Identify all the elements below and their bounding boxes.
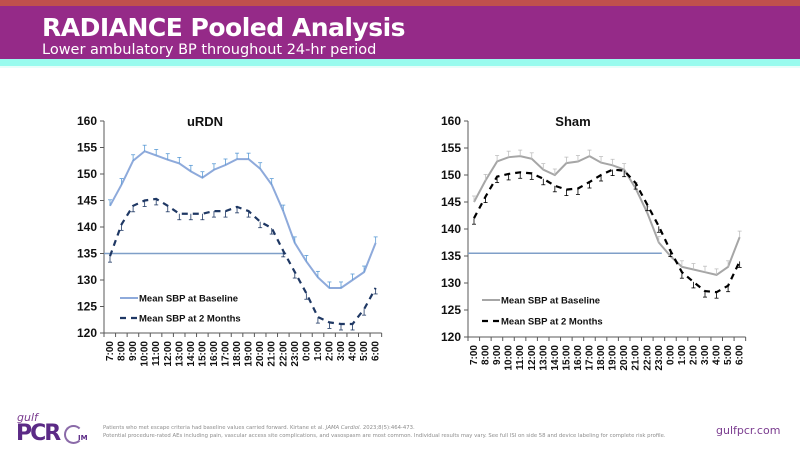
gulfpcr-logo: gulf PCR IM	[16, 411, 96, 447]
sham-x-tick-label: 19:00	[608, 345, 619, 371]
urdn-x-tick-label: 16:00	[209, 341, 220, 367]
logo-gulf-text: gulf	[17, 411, 38, 424]
urdn-x-tick-label: 17:00	[221, 341, 232, 367]
urdn-x-tick-label: 11:00	[151, 341, 162, 366]
footnote-line-1: Patients who met escape criteria had bas…	[103, 425, 415, 431]
logo-circle-icon	[64, 425, 83, 444]
sham-x-tick-label: 10:00	[504, 345, 515, 371]
slide-header: RADIANCE Pooled Analysis Lower ambulator…	[0, 6, 800, 59]
page-title: RADIANCE Pooled Analysis	[42, 13, 406, 42]
sham-x-tick-label: 0:00	[665, 345, 676, 365]
sham-y-tick-label: 155	[441, 141, 461, 155]
sham-x-tick-label: 8:00	[481, 345, 492, 365]
sham-baseline-line	[473, 154, 741, 276]
sham-x-tick-label: 14:00	[550, 345, 561, 371]
sham-x-tick-label: 4:00	[712, 345, 723, 365]
urdn-x-tick-label: 4:00	[348, 341, 359, 361]
urdn-x-tick-label: 0:00	[301, 341, 312, 361]
urdn-x-tick-label: 20:00	[255, 341, 266, 367]
logo-pcr-text: PCR	[16, 421, 61, 446]
urdn-x-tick-label: 12:00	[163, 341, 174, 367]
footnote-line-2: Potential procedure-rated AEs including …	[103, 433, 666, 439]
sham-y-tick-label: 140	[441, 222, 461, 236]
urdn-y-tick-label: 160	[77, 114, 97, 128]
sham-y-tick-label: 145	[441, 195, 461, 209]
sham-x-tick-label: 21:00	[631, 345, 642, 371]
sham-x-tick-label: 9:00	[492, 345, 503, 365]
urdn-y-tick-label: 120	[77, 326, 97, 340]
urdn-x-tick-label: 18:00	[232, 341, 243, 367]
sham-legend-two-months-label: Mean SBP at 2 Months	[501, 317, 603, 328]
footnote: Patients who met escape criteria had bas…	[103, 424, 666, 440]
urdn-y-tick-label: 130	[77, 273, 97, 287]
urdn-x-tick-label: 19:00	[244, 341, 255, 367]
urdn-x-tick-label: 10:00	[140, 341, 151, 367]
urdn-x-tick-label: 13:00	[174, 341, 185, 367]
header-strip-fade	[0, 66, 800, 68]
sham-x-tick-label: 22:00	[642, 345, 653, 371]
urdn-y-tick-label: 135	[77, 247, 97, 261]
sham-y-tick-label: 135	[441, 249, 461, 263]
top-accent-strip	[0, 0, 800, 6]
sham-x-tick-label: 15:00	[561, 345, 572, 371]
urdn-x-tick-label: 15:00	[197, 341, 208, 367]
sham-x-tick-label: 16:00	[573, 345, 584, 371]
urdn-x-tick-label: 7:00	[105, 341, 116, 361]
urdn-x-tick-label: 5:00	[359, 341, 370, 361]
sham-x-tick-label: 23:00	[654, 345, 665, 371]
urdn-x-tick-label: 23:00	[290, 341, 301, 367]
header-bottom-strip	[0, 59, 800, 66]
urdn-x-tick-label: 3:00	[336, 341, 347, 361]
sham-x-tick-label: 11:00	[515, 345, 526, 370]
sham-x-tick-label: 13:00	[538, 345, 549, 371]
sham-x-tick-label: 6:00	[735, 345, 746, 365]
urdn-x-tick-label: 2:00	[324, 341, 335, 361]
urdn-x-tick-label: 21:00	[267, 341, 278, 367]
sham-x-tick-label: 7:00	[469, 345, 480, 365]
urdn-legend-two-months-label: Mean SBP at 2 Months	[139, 314, 241, 325]
sham-y-tick-label: 120	[441, 330, 461, 344]
urdn-x-tick-label: 14:00	[186, 341, 197, 367]
urdn-legend-baseline-label: Mean SBP at Baseline	[139, 294, 238, 305]
sham-x-tick-label: 17:00	[585, 345, 596, 371]
logo-im-text: IM	[78, 434, 88, 442]
urdn-x-tick-label: 9:00	[128, 341, 139, 361]
sham-y-tick-label: 130	[441, 276, 461, 290]
sham-chart-title: Sham	[555, 114, 590, 129]
urdn-y-tick-label: 145	[77, 194, 97, 208]
sham-x-tick-label: 1:00	[677, 345, 688, 365]
sham-y-tick-label: 160	[441, 114, 461, 128]
page-subtitle: Lower ambulatory BP throughout 24-hr per…	[42, 42, 377, 58]
urdn-y-tick-label: 155	[77, 141, 97, 155]
urdn-y-tick-label: 140	[77, 220, 97, 234]
urdn-y-tick-label: 125	[77, 300, 97, 314]
urdn-chart-title: uRDN	[187, 114, 223, 129]
sham-y-tick-label: 125	[441, 303, 461, 317]
urdn-x-tick-label: 22:00	[278, 341, 289, 367]
sham-two-months-line	[473, 168, 741, 294]
sham-y-tick-label: 150	[441, 168, 461, 182]
urdn-x-tick-label: 1:00	[313, 341, 324, 361]
website-link[interactable]: gulfpcr.com	[716, 424, 781, 437]
sham-x-tick-label: 3:00	[700, 345, 711, 365]
urdn-x-tick-label: 6:00	[371, 341, 382, 361]
urdn-baseline-line	[109, 150, 377, 289]
sham-legend-baseline-label: Mean SBP at Baseline	[501, 296, 600, 307]
sham-x-tick-label: 2:00	[688, 345, 699, 365]
sham-x-tick-label: 12:00	[527, 345, 538, 371]
sham-x-tick-label: 20:00	[619, 345, 630, 371]
urdn-x-tick-label: 8:00	[117, 341, 128, 361]
urdn-two-months-line	[108, 197, 377, 326]
sham-x-tick-label: 5:00	[723, 345, 734, 365]
sham-x-tick-label: 18:00	[596, 345, 607, 371]
urdn-y-tick-label: 150	[77, 167, 97, 181]
